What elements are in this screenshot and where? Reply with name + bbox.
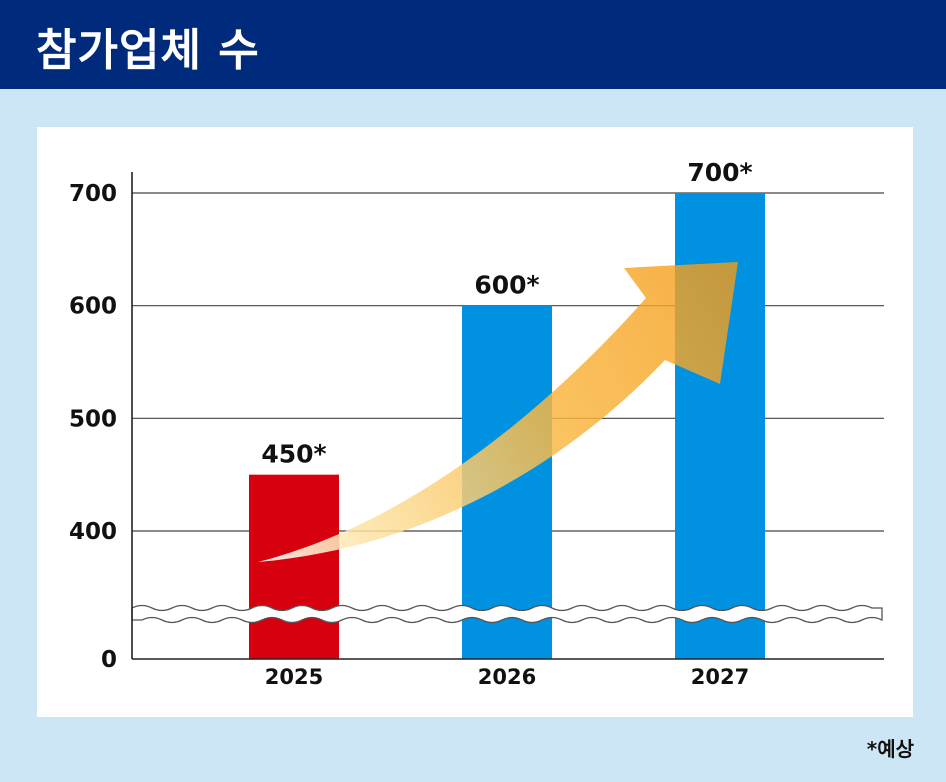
labels: 0 400 500 600 700 450* 2025 600* 2026 700* 2027 bbox=[69, 158, 753, 689]
forecast-footnote: *예상 bbox=[866, 737, 914, 761]
axes bbox=[131, 172, 884, 660]
data-label: 700* bbox=[687, 158, 752, 187]
bars bbox=[249, 193, 765, 659]
bar-2027 bbox=[675, 193, 765, 659]
trend-arrow bbox=[258, 262, 738, 562]
data-label: 600* bbox=[474, 271, 539, 300]
y-tick-label: 700 bbox=[69, 181, 117, 207]
x-tick-label: 2025 bbox=[265, 665, 323, 689]
axis-break-band bbox=[131, 604, 883, 624]
trend-arrow-shape bbox=[258, 262, 738, 562]
y-tick-label: 600 bbox=[69, 294, 117, 320]
header-bar: 참가업체 수 bbox=[0, 0, 946, 89]
x-tick-label: 2027 bbox=[691, 665, 749, 689]
y-tick-label: 0 bbox=[101, 647, 117, 673]
bar-2025 bbox=[249, 474, 339, 659]
y-tick-label: 500 bbox=[69, 406, 117, 432]
axis-break bbox=[131, 604, 883, 624]
y-tick-label: 400 bbox=[69, 519, 117, 545]
page-title: 참가업체 수 bbox=[36, 25, 260, 76]
data-label: 450* bbox=[261, 440, 326, 469]
x-tick-label: 2026 bbox=[478, 665, 536, 689]
